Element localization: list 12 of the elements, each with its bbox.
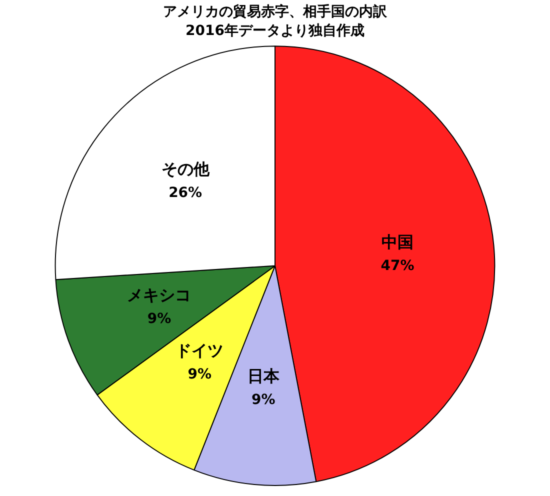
- slice-label: 日本: [247, 366, 280, 386]
- slice-label: 中国: [381, 232, 414, 252]
- slice-label: ドイツ: [176, 341, 224, 360]
- data-label: 9%: [252, 392, 276, 408]
- data-label: 26%: [168, 185, 202, 202]
- chart-title: アメリカの貿易赤字、相手国の内訳: [163, 3, 388, 20]
- chart-subtitle: 2016年データより独自作成: [186, 22, 364, 39]
- slice-label: その他: [161, 160, 210, 179]
- data-label: 9%: [147, 311, 172, 328]
- slice-label: メキシコ: [127, 286, 192, 305]
- data-label: 47%: [380, 258, 414, 274]
- data-label: 9%: [188, 366, 212, 383]
